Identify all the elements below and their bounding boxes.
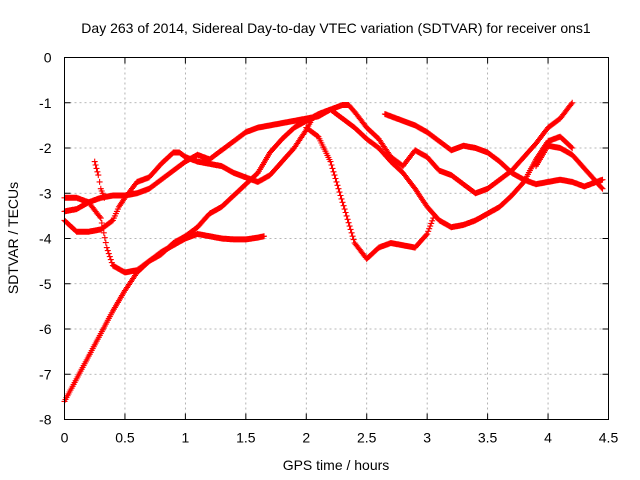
label-layer: 0 0.5 1 1.5 2 2.5 3 3.5 4 4.5 0 -1 -2 -3 -4 -5 -6 -7 -8 [39, 50, 618, 446]
series-markers [533, 142, 606, 192]
y-tick-label: 0 [44, 50, 52, 66]
grid-layer [64, 57, 609, 420]
y-tick-label: -1 [39, 95, 52, 111]
x-tick-label: 0 [61, 430, 69, 446]
y-tick-label: -5 [39, 276, 52, 292]
x-tick-label: 1.5 [236, 430, 256, 446]
y-tick-label: -8 [39, 412, 52, 428]
series-markers [381, 111, 606, 190]
y-tick-label: -4 [39, 231, 52, 247]
y-axis-label: SDTVAR / TECUs [5, 182, 21, 294]
y-tick-label: -2 [39, 140, 52, 156]
series-sat-e [303, 124, 437, 262]
x-tick-label: 4.5 [599, 430, 619, 446]
x-tick-label: 2 [302, 430, 310, 446]
series-sat-f [381, 111, 606, 190]
series-sat-h [91, 158, 108, 201]
y-tick-label: -7 [39, 366, 52, 382]
x-tick-label: 1 [181, 430, 189, 446]
x-tick-label: 3 [423, 430, 431, 446]
x-tick-label: 3.5 [478, 430, 498, 446]
series-sat-g [533, 142, 606, 192]
series-markers [303, 124, 437, 262]
x-tick-label: 0.5 [115, 430, 135, 446]
x-axis-label: GPS time / hours [283, 457, 390, 473]
x-tick-label: 4 [544, 430, 552, 446]
series-markers [91, 158, 108, 201]
y-tick-label: -6 [39, 321, 52, 337]
x-tick-label: 2.5 [357, 430, 377, 446]
y-tick-label: -3 [39, 185, 52, 201]
tick-layer [64, 57, 609, 420]
chart-title: Day 263 of 2014, Sidereal Day-to-day VTE… [81, 20, 591, 36]
